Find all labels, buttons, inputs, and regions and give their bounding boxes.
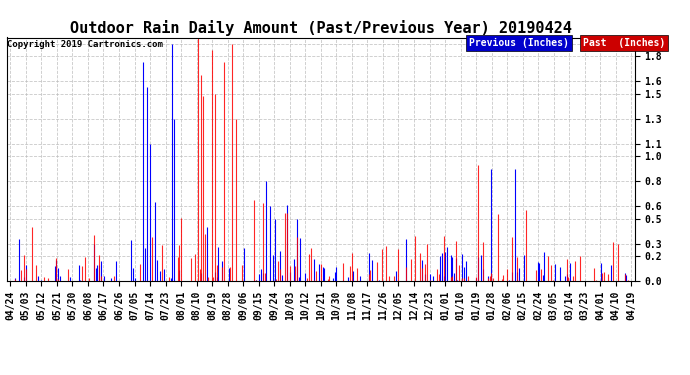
Title: Outdoor Rain Daily Amount (Past/Previous Year) 20190424: Outdoor Rain Daily Amount (Past/Previous…: [70, 20, 572, 36]
Text: Previous (Inches): Previous (Inches): [469, 38, 569, 48]
Text: Past  (Inches): Past (Inches): [583, 38, 665, 48]
Text: Copyright 2019 Cartronics.com: Copyright 2019 Cartronics.com: [7, 40, 163, 49]
